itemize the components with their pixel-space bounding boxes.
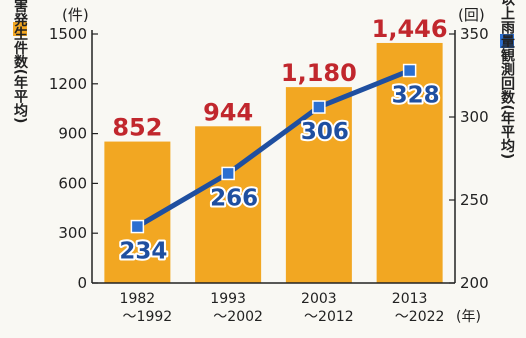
- x-tick-label-4: 2013 〜2022: [392, 291, 445, 325]
- line-value-label-4: 328: [392, 83, 440, 109]
- left-legend-marker: [13, 22, 27, 36]
- line-value-label-3: 306: [301, 119, 349, 145]
- bar-value-label-2: 944: [203, 98, 253, 126]
- x-tick-label-2: 1993 〜2002: [210, 291, 263, 325]
- right-tick-label-350: 350: [460, 25, 489, 43]
- left-axis-title: 土砂災害発生件数(年平均): [12, 0, 29, 123]
- right-tick-label-250: 250: [460, 191, 489, 209]
- right-axis-unit: (回): [458, 6, 485, 24]
- bar-2: [195, 126, 262, 284]
- bar-value-label-1: 852: [112, 114, 162, 142]
- x-tick-label-line: 2003: [301, 291, 337, 307]
- right-legend-marker: [500, 34, 514, 48]
- line-marker-3: [312, 100, 326, 114]
- x-tick-label-line: 1993: [210, 291, 246, 307]
- bar-3: [285, 87, 352, 284]
- line-value-label-2: 266: [210, 185, 258, 211]
- left-tick-label-1200: 1200: [49, 75, 87, 93]
- x-tick-label-line: 〜2002: [213, 309, 263, 325]
- x-tick-label-line: 〜2022: [395, 309, 445, 325]
- left-tick-label-600: 600: [58, 174, 87, 192]
- bar-value-label-4: 1,446: [372, 15, 448, 43]
- line-marker-2: [221, 166, 235, 181]
- left-tick-label-1500: 1500: [49, 25, 87, 43]
- left-tick-label-300: 300: [58, 224, 87, 242]
- x-axis-unit: (年): [456, 309, 481, 325]
- right-tick-label-300: 300: [460, 108, 489, 126]
- bar-value-label-3: 1,180: [281, 59, 357, 87]
- left-tick-label-0: 0: [77, 274, 87, 292]
- x-tick-label-line: 〜1992: [123, 309, 173, 325]
- left-tick-label-900: 900: [58, 125, 87, 143]
- x-tick-label-line: 1982: [120, 291, 156, 307]
- bar-4: [376, 42, 443, 283]
- x-tick-label-line: 2013: [392, 291, 428, 307]
- line-value-label-1: 234: [119, 239, 167, 265]
- x-tick-label-line: 〜2012: [304, 309, 354, 325]
- rainfall-line: [136, 68, 411, 229]
- x-tick-label-1: 1982 〜1992: [120, 291, 173, 325]
- line-marker-4: [402, 63, 417, 78]
- right-axis-title: 50ミリ以上雨量観測回数(年平均): [499, 0, 515, 159]
- line-layer: [130, 63, 417, 234]
- labels-layer: 852 944 1,180 1,446 234 266 306 328: [112, 15, 448, 267]
- x-tick-label-3: 2003 〜2012: [301, 291, 354, 325]
- line-marker-1: [130, 219, 145, 234]
- left-axis-unit: (件): [62, 6, 89, 24]
- right-tick-label-200: 200: [460, 274, 489, 292]
